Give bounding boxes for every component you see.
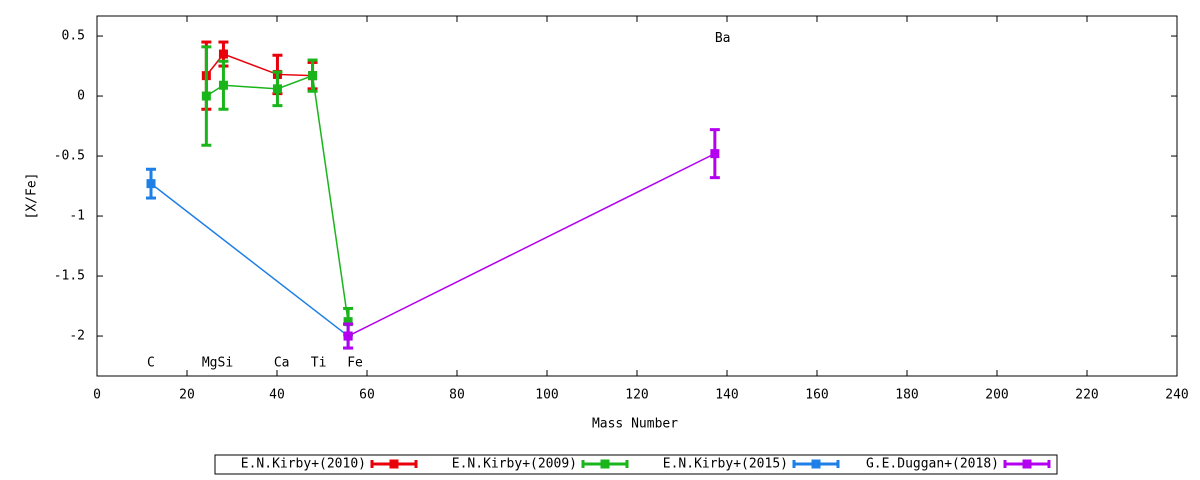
y-tick-label: 0.5 bbox=[62, 29, 85, 44]
annotation: Fe bbox=[347, 356, 363, 371]
point bbox=[343, 331, 353, 341]
legend-swatch bbox=[1022, 459, 1032, 469]
x-axis-label: Mass Number bbox=[592, 417, 678, 432]
x-tick-label: 40 bbox=[269, 388, 285, 403]
point bbox=[201, 91, 211, 101]
x-tick-label: 180 bbox=[895, 388, 918, 403]
x-tick-label: 140 bbox=[715, 388, 738, 403]
point bbox=[343, 317, 353, 327]
x-tick-label: 220 bbox=[1075, 388, 1098, 403]
point bbox=[272, 84, 282, 94]
x-tick-label: 100 bbox=[535, 388, 558, 403]
y-tick-label: -0.5 bbox=[54, 149, 85, 164]
annotation: Ba bbox=[715, 31, 731, 46]
legend-label: E.N.Kirby+(2010) bbox=[241, 457, 366, 472]
plot-frame bbox=[96, 15, 1178, 377]
y-axis-label: [X/Fe] bbox=[25, 173, 40, 220]
y-tick-label: -1.5 bbox=[54, 269, 85, 284]
legend-swatch bbox=[600, 459, 610, 469]
annotation: Ti bbox=[311, 356, 327, 371]
y-tick-label: -1 bbox=[69, 209, 85, 224]
annotation: Ca bbox=[274, 356, 290, 371]
series-line bbox=[205, 74, 349, 322]
legend-label: E.N.Kirby+(2015) bbox=[663, 457, 788, 472]
x-tick-label: 160 bbox=[805, 388, 828, 403]
series-line bbox=[150, 183, 349, 337]
point bbox=[218, 49, 228, 59]
legend-swatch bbox=[811, 459, 821, 469]
point bbox=[218, 80, 228, 90]
point bbox=[710, 149, 720, 159]
legend-swatch bbox=[389, 459, 399, 469]
y-tick-label: -2 bbox=[69, 329, 85, 344]
x-tick-label: 200 bbox=[985, 388, 1008, 403]
x-tick-label: 120 bbox=[625, 388, 648, 403]
y-tick-label: 0 bbox=[77, 89, 85, 104]
point bbox=[308, 71, 318, 81]
x-tick-label: 60 bbox=[359, 388, 375, 403]
point bbox=[146, 179, 156, 189]
x-tick-label: 20 bbox=[179, 388, 195, 403]
x-tick-label: 0 bbox=[93, 388, 101, 403]
annotation: C bbox=[147, 356, 155, 371]
annotation: MgSi bbox=[202, 356, 233, 371]
x-tick-label: 80 bbox=[449, 388, 465, 403]
x-tick-label: 240 bbox=[1165, 388, 1188, 403]
series-line bbox=[205, 53, 313, 77]
legend-box bbox=[214, 454, 1058, 475]
legend-label: E.N.Kirby+(2009) bbox=[452, 457, 577, 472]
legend-label: G.E.Duggan+(2018) bbox=[866, 457, 999, 472]
series-line bbox=[347, 152, 716, 337]
